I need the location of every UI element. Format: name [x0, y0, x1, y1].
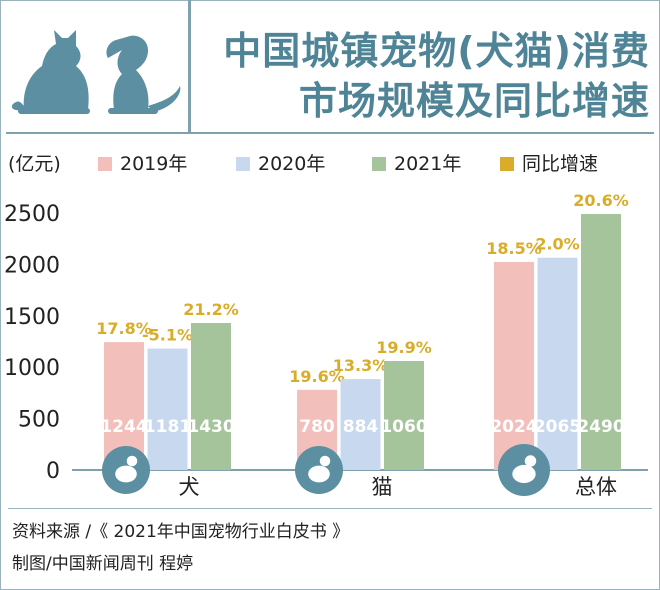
bar-value-label: 2065 [534, 417, 581, 437]
legend-item-2019: 2019年 [98, 149, 187, 176]
bar-value-label: 1181 [144, 417, 191, 437]
unit-label: (亿元) [8, 153, 61, 175]
bar-chart: 0 500 1000 1500 2000 2500 1244 17.8% 1181 -5.1% 14… [4, 191, 648, 499]
pet-silhouette-body [512, 464, 536, 484]
y-tick-label: 2500 [4, 202, 60, 227]
bar [191, 322, 231, 470]
title-divider [188, 0, 191, 132]
growth-label: 2.0% [535, 235, 579, 254]
footer-source: 资料来源 /《 2021年中国宠物行业白皮书 》 [12, 522, 350, 542]
legend-item-growth: 同比增速 [500, 149, 598, 176]
title-line-2: 市场规模及同比增速 [298, 79, 650, 123]
cat-dog-logo-icon [11, 30, 181, 114]
growth-label: 17.8% [96, 319, 152, 338]
growth-label: 19.6% [289, 367, 345, 386]
bar-value-label: 780 [299, 417, 335, 437]
bar-value-label: 884 [343, 417, 379, 437]
pet-silhouette-head [126, 455, 138, 467]
y-tick-label: 1500 [4, 305, 60, 330]
legend-label-2019: 2019年 [120, 153, 188, 175]
bar [537, 257, 578, 470]
category-label: 总体 [575, 475, 617, 499]
growth-label: 20.6% [573, 191, 629, 210]
category-label: 犬 [179, 475, 200, 499]
legend-item-2021: 2021年 [372, 149, 461, 176]
bar [494, 261, 534, 470]
pet-silhouette-head [319, 455, 331, 467]
title-line-1: 中国城镇宠物(犬猫)消费 [223, 29, 650, 73]
header-divider [6, 132, 654, 134]
bar [581, 214, 621, 470]
footer-credit: 制图/中国新闻周刊 程婷 [12, 554, 194, 574]
growth-label: 21.2% [183, 300, 239, 319]
pet-silhouette-body [308, 465, 330, 483]
legend-swatch-2021 [372, 157, 386, 171]
pet-silhouette-body [115, 465, 137, 483]
category-label: 猫 [372, 475, 393, 499]
pet-silhouette-head [524, 455, 537, 467]
growth-label: 13.3% [333, 356, 389, 375]
legend-label-2021: 2021年 [394, 153, 462, 175]
bar-value-label: 1430 [187, 417, 234, 437]
bar [147, 348, 188, 470]
legend-label-2020: 2020年 [258, 153, 326, 175]
y-tick-label: 0 [46, 459, 60, 484]
y-tick-label: 500 [18, 408, 60, 433]
bar [384, 361, 424, 470]
legend-swatch-growth [500, 157, 514, 171]
legend-label-growth: 同比增速 [522, 153, 599, 175]
y-tick-label: 2000 [4, 253, 60, 278]
header: 中国城镇宠物(犬猫)消费 市场规模及同比增速 [0, 0, 660, 132]
bar-value-label: 2024 [490, 417, 537, 437]
y-tick-label: 1000 [4, 356, 60, 381]
growth-label: 18.5% [486, 239, 542, 258]
bar-value-label: 1060 [380, 417, 427, 437]
bar [340, 379, 381, 470]
growth-label: 19.9% [376, 338, 432, 357]
growth-label: -5.1% [142, 326, 193, 345]
legend-swatch-2020 [236, 157, 250, 171]
legend-item-2020: 2020年 [236, 149, 325, 176]
legend-swatch-2019 [98, 157, 112, 171]
footer-divider [8, 508, 652, 509]
bar-value-label: 2490 [577, 417, 624, 437]
bar-value-label: 1244 [100, 417, 147, 437]
